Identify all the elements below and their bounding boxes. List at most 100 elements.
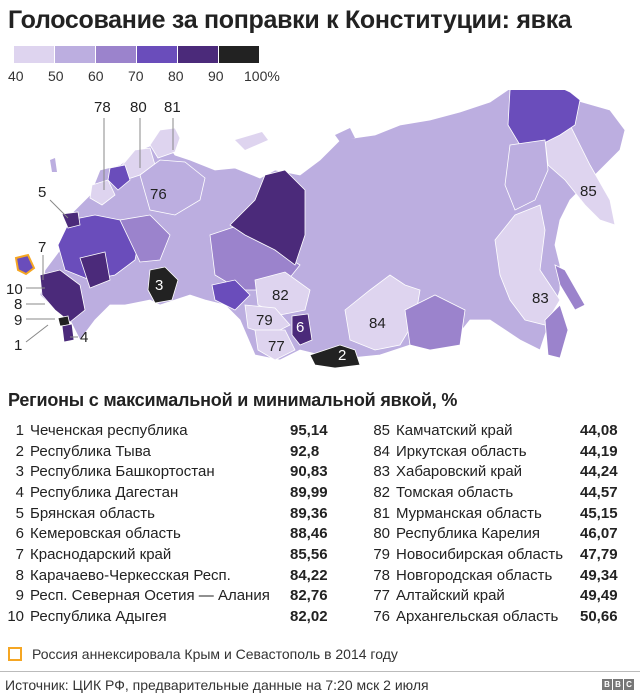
legend-label: 40 bbox=[8, 68, 24, 84]
legend-label: 80 bbox=[168, 68, 184, 84]
map-region-crimea bbox=[14, 253, 36, 276]
rank: 3 bbox=[15, 463, 24, 481]
map-label-2: 2 bbox=[338, 347, 346, 364]
map-region-83 bbox=[494, 204, 561, 326]
turnout-value: 89,99 bbox=[290, 483, 328, 501]
region-name: Камчатский край bbox=[396, 421, 513, 439]
region-name: Респ. Северная Осетия — Алания bbox=[30, 587, 270, 605]
region-name: Республика Тыва bbox=[30, 442, 151, 460]
map-label-1: 1 bbox=[14, 337, 22, 354]
table-row: 5 Брянская область 89,36 bbox=[6, 503, 350, 524]
rank: 79 bbox=[373, 545, 390, 563]
table-row: 76 Архангельская область 50,66 bbox=[366, 606, 630, 627]
map-region-south bbox=[39, 269, 86, 323]
rank: 9 bbox=[15, 587, 24, 605]
table-row: 81 Мурманская область 45,15 bbox=[366, 503, 630, 524]
map-label-3: 3 bbox=[155, 277, 163, 294]
legend-label: 60 bbox=[88, 68, 104, 84]
rank: 1 bbox=[15, 421, 24, 439]
bbc-logo: B B C bbox=[602, 679, 634, 690]
map-region-arctic-islands-3 bbox=[428, 122, 448, 136]
turnout-value: 92,8 bbox=[290, 442, 320, 460]
map-region-arctic-islands bbox=[235, 132, 268, 150]
russia-turnout-map: 78 80 81 76 5 7 10 8 9 1 4 3 82 79 77 6 … bbox=[6, 90, 626, 369]
region-name: Республика Дагестан bbox=[30, 483, 179, 501]
bbc-logo-letter: C bbox=[624, 679, 634, 690]
turnout-value: 49,49 bbox=[580, 587, 618, 605]
color-legend bbox=[14, 46, 260, 63]
legend-swatch-70-80 bbox=[137, 46, 177, 63]
map-label-5: 5 bbox=[38, 184, 46, 201]
table-row: 85 Камчатский край 44,08 bbox=[366, 420, 630, 441]
table-row: 80 Республика Карелия 46,07 bbox=[366, 523, 630, 544]
map-label-84: 84 bbox=[369, 315, 386, 332]
bbc-logo-letter: B bbox=[613, 679, 623, 690]
map-label-77: 77 bbox=[268, 338, 285, 355]
map-region-4 bbox=[61, 323, 75, 343]
map-label-80: 80 bbox=[130, 99, 147, 116]
crimea-note-text: Россия аннексировала Крым и Севастополь … bbox=[32, 646, 398, 662]
map-region-85 bbox=[544, 124, 616, 226]
table-row: 8 Карачаево-Черкесская Респ. 84,22 bbox=[6, 565, 350, 586]
legend-swatch-60-70 bbox=[96, 46, 136, 63]
map-region-central bbox=[57, 214, 141, 281]
map-region-base bbox=[39, 90, 626, 361]
map-label-82: 82 bbox=[272, 287, 289, 304]
section-title: Регионы с максимальной и минимальной явк… bbox=[8, 390, 458, 410]
rank: 6 bbox=[15, 525, 24, 543]
map-label-81: 81 bbox=[164, 99, 181, 116]
turnout-value: 44,57 bbox=[580, 483, 618, 501]
map-label-85: 85 bbox=[580, 183, 597, 200]
rank: 85 bbox=[373, 421, 390, 439]
map-region-novaya-zemlya bbox=[50, 158, 57, 172]
map-label-7: 7 bbox=[38, 239, 46, 256]
map-label-83: 83 bbox=[532, 290, 549, 307]
map-region-buryatia bbox=[404, 294, 466, 351]
table-row: 83 Хабаровский край 44,24 bbox=[366, 461, 630, 482]
table-row: 2 Республика Тыва 92,8 bbox=[6, 441, 350, 462]
region-name: Томская область bbox=[396, 483, 514, 501]
table-row: 1 Чеченская республика 95,14 bbox=[6, 420, 350, 441]
table-row: 84 Иркутская область 44,19 bbox=[366, 441, 630, 462]
turnout-value: 46,07 bbox=[580, 525, 618, 543]
map-region-76 bbox=[139, 159, 206, 216]
rank: 81 bbox=[373, 504, 390, 522]
legend-swatch-90-100 bbox=[219, 46, 259, 63]
map-label-10: 10 bbox=[6, 281, 23, 298]
turnout-value: 84,22 bbox=[290, 566, 328, 584]
region-name: Иркутская область bbox=[396, 442, 527, 460]
region-name: Краснодарский край bbox=[30, 545, 172, 563]
map-label-79: 79 bbox=[256, 312, 273, 329]
region-name: Хабаровский край bbox=[396, 463, 523, 481]
rank: 84 bbox=[373, 442, 390, 460]
turnout-value: 95,14 bbox=[290, 421, 328, 439]
rank: 77 bbox=[373, 587, 390, 605]
region-name: Кемеровская область bbox=[30, 525, 181, 543]
turnout-value: 82,76 bbox=[290, 587, 328, 605]
rank: 82 bbox=[373, 483, 390, 501]
region-name: Республика Башкортостан bbox=[30, 463, 215, 481]
region-name: Карачаево-Черкесская Респ. bbox=[30, 566, 231, 584]
map-region-primorye bbox=[544, 304, 569, 359]
rank: 5 bbox=[15, 504, 24, 522]
map-region-leningrad bbox=[107, 164, 131, 191]
legend-label: 50 bbox=[48, 68, 64, 84]
rank: 7 bbox=[15, 545, 24, 563]
legend-swatch-80-90 bbox=[178, 46, 218, 63]
turnout-value: 44,24 bbox=[580, 463, 618, 481]
table-row: 3 Республика Башкортостан 90,83 bbox=[6, 461, 350, 482]
map-region-yamal bbox=[229, 169, 306, 266]
map-region-6 bbox=[291, 313, 313, 346]
table-row: 6 Кемеровская область 88,46 bbox=[6, 523, 350, 544]
table-row: 9 Респ. Северная Осетия — Алания 82,76 bbox=[6, 586, 350, 607]
map-region-77 bbox=[254, 329, 296, 361]
turnout-value: 88,46 bbox=[290, 525, 328, 543]
turnout-value: 89,36 bbox=[290, 504, 328, 522]
top-regions-list: 1 Чеченская республика 95,14 2 Республика Т… bbox=[6, 420, 350, 627]
region-name: Архангельская область bbox=[396, 608, 559, 626]
map-label-4: 4 bbox=[80, 329, 88, 346]
legend-label: 100% bbox=[244, 68, 280, 84]
turnout-value: 50,66 bbox=[580, 608, 618, 626]
map-label-9: 9 bbox=[14, 312, 22, 329]
region-name: Мурманская область bbox=[396, 504, 542, 522]
